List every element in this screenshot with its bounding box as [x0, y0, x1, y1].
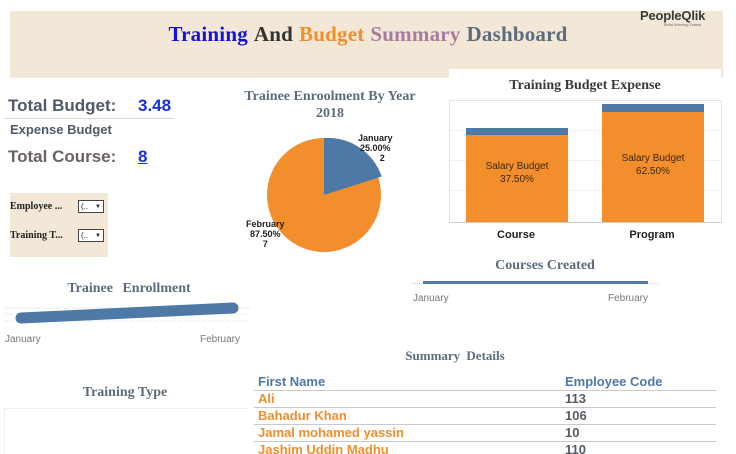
column-header-first-name[interactable]: First Name: [258, 374, 326, 389]
pie-title-line1: Trainee Enroolment By Year: [244, 89, 416, 104]
pie-label-january: January 25.00% 2: [358, 133, 393, 163]
peopleqlik-logo: PeopleQlik Build Winning Teams: [640, 8, 720, 27]
filter-employee-select[interactable]: (.. ▼: [78, 200, 104, 213]
cell-first-name: Bahadur Khan: [258, 408, 347, 423]
logo-tagline: Build Winning Teams: [664, 22, 702, 27]
bar-program-cap[interactable]: [602, 104, 704, 112]
bar-course-label: Salary Budget 37.50%: [466, 160, 568, 186]
summary-table: First Name Employee Code Ali 113 Bahadur…: [254, 374, 716, 454]
pie-slice-january[interactable]: [324, 137, 382, 195]
bar-percent: 62.50%: [636, 166, 670, 177]
cell-employee-code: 106: [565, 408, 587, 423]
trainee-enrollment-x-end: February: [200, 334, 241, 345]
courses-created-line[interactable]: [423, 281, 648, 284]
pie-label-percent: 87.50%: [249, 229, 281, 239]
trainee-enrollment-title: Trainee Enrollment: [67, 281, 191, 296]
filter-training-type-value: (..: [81, 231, 89, 240]
column-header-employee-code[interactable]: Employee Code: [565, 374, 663, 389]
pie-label-percent: 25.00%: [360, 143, 391, 153]
title-word: Training: [168, 22, 248, 46]
pie-label-count: 7: [262, 239, 268, 249]
bar-chart-plot: Salary Budget 37.50% Salary Budget 62.50…: [449, 100, 722, 223]
bar-series-name: Salary Budget: [621, 153, 685, 164]
table-row[interactable]: Ali 113: [254, 391, 716, 408]
filter-training-type-select[interactable]: (.. ▼: [78, 229, 104, 242]
dropdown-caret-icon: ▼: [95, 232, 101, 239]
cell-employee-code: 113: [565, 391, 586, 406]
summary-details-title: Summary Details: [405, 348, 505, 363]
trainee-enrollment-x-start: January: [5, 334, 41, 345]
bar-percent: 37.50%: [500, 174, 534, 185]
gridline: [450, 190, 721, 191]
training-type-title: Training Type: [82, 385, 168, 400]
title-word: And: [253, 22, 294, 46]
filter-training-type: Training T... (.. ▼: [10, 229, 104, 242]
bar-course-cap[interactable]: [466, 128, 568, 135]
table-row[interactable]: Jamal mohamed yassin 10: [254, 425, 716, 442]
total-course-value[interactable]: 8: [138, 147, 148, 166]
bar-category-course: Course: [497, 229, 535, 241]
filter-panel: Employee ... (.. ▼ Training T... (.. ▼: [10, 193, 108, 257]
gridline: [450, 130, 721, 131]
bar-series-name: Salary Budget: [485, 161, 549, 172]
courses-created-x-end: February: [608, 293, 649, 304]
bar-chart-title: Training Budget Expense: [509, 78, 661, 93]
pie-chart[interactable]: [264, 135, 384, 255]
header-banner: [10, 11, 723, 78]
table-row[interactable]: Bahadur Khan 106: [254, 408, 716, 425]
pie-label-category: February: [246, 219, 285, 229]
cell-employee-code: 10: [565, 425, 580, 440]
total-course-label: Total Course:: [8, 147, 117, 166]
table-row[interactable]: Jashim Uddin Madhu 110: [254, 442, 716, 454]
cell-first-name: Jamal mohamed yassin: [258, 425, 404, 440]
courses-created-title: Courses Created: [495, 258, 595, 273]
bar-program-label: Salary Budget 62.50%: [602, 152, 704, 178]
title-word: Summary: [370, 22, 461, 46]
gridline: [450, 160, 721, 161]
filter-employee-value: (..: [81, 202, 89, 211]
training-type-panel: [4, 408, 248, 454]
pie-label-count: 2: [379, 153, 385, 163]
trainee-enrollment-line-chart[interactable]: [0, 300, 258, 330]
trainee-enrollment-line[interactable]: [15, 302, 239, 324]
filter-training-type-label: Training T...: [10, 230, 63, 241]
pie-chart-title: Trainee Enroolment By Year 2018: [225, 88, 435, 122]
dropdown-caret-icon: ▼: [95, 203, 101, 210]
total-budget-label: Total Budget:: [8, 96, 117, 115]
cell-first-name: Ali: [258, 391, 275, 406]
filter-employee-label: Employee ...: [10, 201, 63, 212]
expense-budget-label: Expense Budget: [10, 122, 112, 137]
pie-label-category: January: [358, 133, 393, 143]
bar-course[interactable]: Salary Budget 37.50%: [466, 128, 568, 222]
title-word: Budget: [299, 22, 365, 46]
pie-label-february: February 87.50% 7: [246, 219, 285, 249]
cell-employee-code: 110: [565, 442, 586, 454]
logo-name: PeopleQlik: [640, 8, 706, 23]
table-header: First Name Employee Code: [254, 374, 716, 391]
pie-title-line2: 2018: [316, 106, 344, 121]
filter-employee: Employee ... (.. ▼: [10, 200, 104, 213]
bar-category-program: Program: [629, 229, 675, 241]
total-budget-value: 3.48: [138, 96, 172, 115]
dashboard-title: Training And Budget Summary Dashboard: [0, 22, 736, 47]
bar-program[interactable]: Salary Budget 62.50%: [602, 104, 704, 222]
cell-first-name: Jashim Uddin Madhu: [258, 442, 389, 454]
title-word: Dashboard: [466, 22, 568, 46]
kpi-divider: [4, 118, 174, 119]
courses-created-x-start: January: [413, 293, 449, 304]
